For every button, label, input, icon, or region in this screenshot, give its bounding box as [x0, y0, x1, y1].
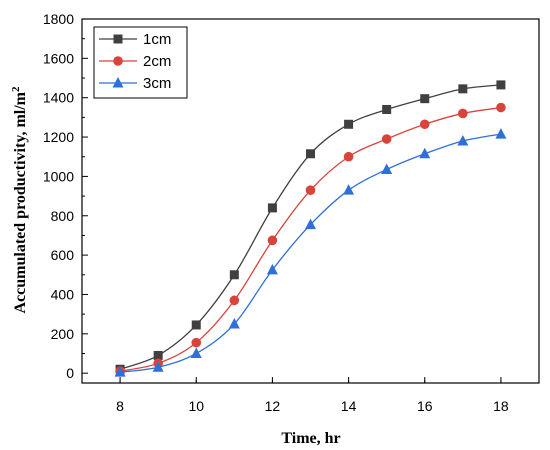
- series-line: [119, 133, 502, 373]
- plot-border: [81, 18, 540, 384]
- legend-box: [93, 26, 188, 99]
- x-tick-label: 8: [116, 398, 124, 414]
- data-point: [420, 94, 430, 104]
- y-tick-label: 800: [51, 208, 75, 224]
- y-tick-label: 1400: [43, 90, 74, 106]
- data-point: [419, 119, 430, 130]
- data-point: [343, 151, 354, 162]
- legend-label: 2cm: [143, 53, 171, 70]
- data-point: [305, 185, 316, 195]
- legend-marker: [113, 56, 123, 66]
- series-3cm: [114, 128, 507, 377]
- y-axis-title-main: Accumulated productivity, ml/m: [12, 91, 29, 313]
- y-axis-title-superscript: 2: [10, 86, 22, 92]
- data-point: [458, 108, 468, 119]
- data-point: [267, 235, 278, 246]
- data-point: [382, 105, 392, 115]
- y-tick-label: 1200: [43, 129, 74, 145]
- plot-frame: [81, 18, 540, 384]
- x-tick-label: 16: [417, 398, 433, 414]
- data-point: [344, 119, 354, 129]
- y-tick-label: 600: [51, 247, 75, 263]
- y-tick-label: 400: [51, 286, 75, 302]
- data-point: [228, 317, 240, 329]
- data-point: [114, 366, 126, 377]
- data-point: [153, 350, 163, 360]
- data-point: [343, 184, 355, 195]
- x-axis-title: Time, hr: [281, 430, 340, 447]
- x-tick-label: 14: [341, 398, 357, 414]
- data-point: [381, 134, 392, 144]
- data-point: [305, 218, 316, 230]
- y-tick-label: 200: [51, 326, 75, 342]
- x-tick-label: 12: [265, 398, 281, 414]
- legend: 1cm 2cm 3cm: [93, 26, 188, 99]
- x-tick-label: 18: [493, 398, 509, 414]
- legend-marker: [113, 34, 123, 44]
- data-point: [266, 263, 278, 275]
- data-point: [306, 149, 315, 159]
- data-point: [458, 84, 468, 94]
- data-point: [229, 270, 239, 280]
- data-point: [457, 134, 469, 146]
- data-point: [419, 147, 431, 159]
- data-point: [495, 128, 507, 139]
- axis-ticks: 8 10 12 14 16 18 0 200 400 600 800 1000 1200 1400 1600…: [43, 11, 509, 414]
- series-layer: [114, 80, 507, 377]
- data-point: [152, 361, 164, 372]
- series-2cm: [115, 102, 506, 376]
- data-point: [381, 163, 393, 175]
- data-point: [496, 80, 506, 90]
- y-axis-title: Accumulated productivity, ml/m2: [10, 86, 29, 313]
- data-point: [267, 203, 277, 213]
- y-tick-label: 1000: [43, 168, 74, 184]
- data-point: [496, 102, 506, 113]
- data-point: [229, 295, 240, 306]
- data-point: [191, 320, 201, 330]
- data-point: [191, 337, 202, 348]
- x-tick-label: 10: [188, 398, 204, 414]
- legend-marker: [112, 77, 124, 88]
- data-point: [190, 347, 202, 358]
- legend-label: 1cm: [143, 31, 171, 48]
- y-tick-label: 1600: [43, 50, 74, 66]
- legend-label: 3cm: [143, 75, 171, 92]
- y-tick-label: 1800: [43, 11, 74, 27]
- y-tick-label: 0: [66, 365, 74, 381]
